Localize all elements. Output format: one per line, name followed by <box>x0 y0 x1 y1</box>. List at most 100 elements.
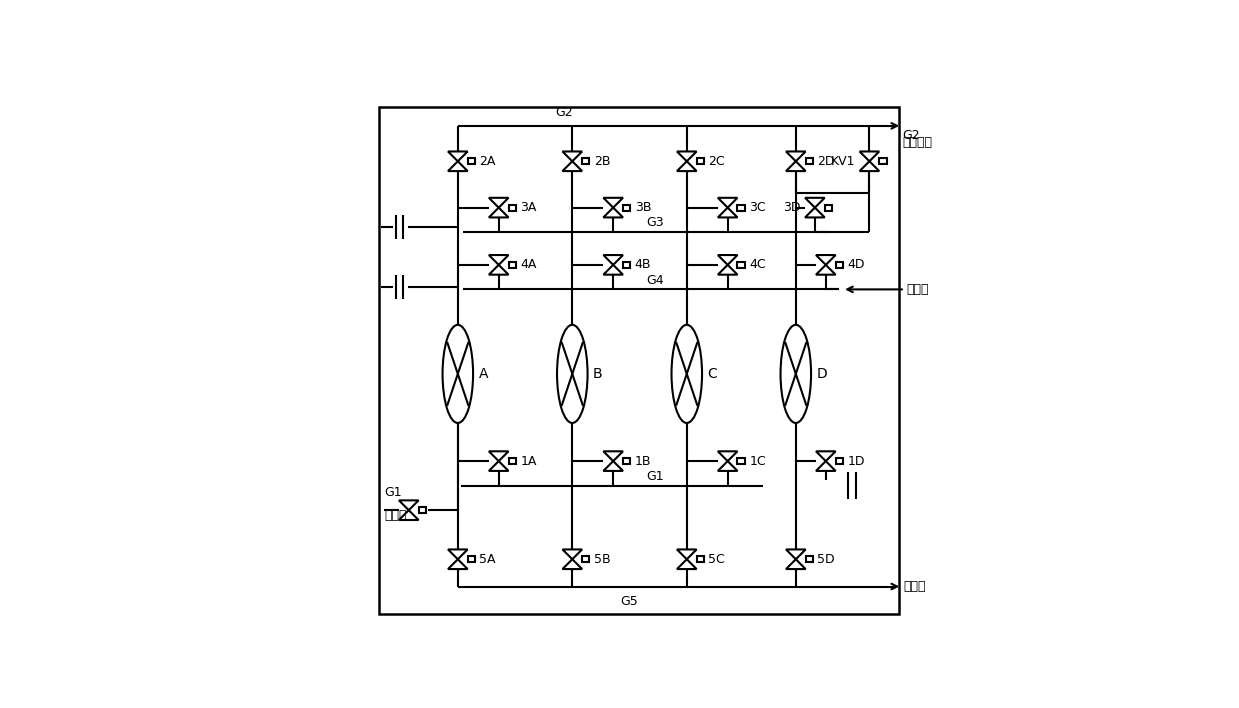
Polygon shape <box>449 559 467 569</box>
Text: 5B: 5B <box>593 553 611 566</box>
Bar <box>623 458 631 464</box>
Polygon shape <box>717 198 737 207</box>
Polygon shape <box>603 255 623 265</box>
Polygon shape <box>449 549 467 559</box>
Text: 4A: 4A <box>520 258 536 271</box>
Polygon shape <box>817 451 835 461</box>
Text: G4: G4 <box>646 274 664 287</box>
Polygon shape <box>449 152 467 161</box>
Bar <box>508 262 515 268</box>
Bar <box>582 159 590 164</box>
Text: 3C: 3C <box>750 201 766 214</box>
Polygon shape <box>676 559 696 569</box>
Bar <box>508 458 515 464</box>
Text: 5D: 5D <box>818 553 835 566</box>
Polygon shape <box>805 198 825 207</box>
Text: 原料气: 原料气 <box>384 508 406 522</box>
Text: 排出气: 排出气 <box>906 283 928 296</box>
Bar <box>880 159 887 164</box>
Bar <box>835 458 843 464</box>
Text: G2: G2 <box>555 106 572 120</box>
Text: 1D: 1D <box>847 455 865 467</box>
Polygon shape <box>489 461 508 471</box>
Polygon shape <box>489 265 508 275</box>
Polygon shape <box>603 461 623 471</box>
Polygon shape <box>563 549 582 559</box>
Polygon shape <box>786 559 805 569</box>
Text: G1: G1 <box>384 486 401 499</box>
Polygon shape <box>717 255 737 265</box>
Text: 2B: 2B <box>593 155 611 168</box>
Polygon shape <box>676 161 696 171</box>
Text: 3A: 3A <box>520 201 536 214</box>
Text: G5: G5 <box>621 595 638 607</box>
Polygon shape <box>489 207 508 217</box>
Text: 2D: 2D <box>818 155 835 168</box>
Polygon shape <box>676 152 696 161</box>
Polygon shape <box>603 265 623 275</box>
Polygon shape <box>563 559 582 569</box>
Polygon shape <box>563 152 582 161</box>
Polygon shape <box>860 152 880 161</box>
Text: 4C: 4C <box>750 258 766 271</box>
Ellipse shape <box>558 325 587 423</box>
Polygon shape <box>717 207 737 217</box>
Bar <box>696 159 704 164</box>
Text: 1B: 1B <box>634 455 652 467</box>
Text: 1C: 1C <box>750 455 766 467</box>
Ellipse shape <box>672 325 703 423</box>
Text: 1A: 1A <box>520 455 536 467</box>
Text: 3B: 3B <box>634 201 652 214</box>
Polygon shape <box>676 549 696 559</box>
Polygon shape <box>717 451 737 461</box>
Text: 解吸气: 解吸气 <box>903 580 927 593</box>
Polygon shape <box>399 501 419 510</box>
Bar <box>737 205 745 210</box>
Bar <box>582 556 590 562</box>
Bar <box>623 205 631 210</box>
Ellipse shape <box>442 325 473 423</box>
Polygon shape <box>603 198 623 207</box>
Text: 半成品气: 半成品气 <box>902 136 932 149</box>
Polygon shape <box>717 265 737 275</box>
Bar <box>805 556 813 562</box>
Polygon shape <box>817 265 835 275</box>
Ellipse shape <box>781 325 812 423</box>
Text: 2A: 2A <box>479 155 496 168</box>
Text: G3: G3 <box>646 217 664 229</box>
Text: G1: G1 <box>646 470 664 483</box>
Polygon shape <box>786 152 805 161</box>
Polygon shape <box>786 549 805 559</box>
Bar <box>467 556 475 562</box>
Bar <box>419 507 426 513</box>
Text: B: B <box>593 367 602 381</box>
Polygon shape <box>786 161 805 171</box>
Bar <box>835 262 843 268</box>
Bar <box>467 159 475 164</box>
Text: 5C: 5C <box>709 553 725 566</box>
Text: KV1: KV1 <box>830 155 855 168</box>
Polygon shape <box>489 198 508 207</box>
Polygon shape <box>860 161 880 171</box>
Bar <box>805 159 813 164</box>
Text: 2C: 2C <box>709 155 725 168</box>
Text: 4B: 4B <box>634 258 652 271</box>
Polygon shape <box>603 451 623 461</box>
Bar <box>623 262 631 268</box>
Text: A: A <box>478 367 488 381</box>
Polygon shape <box>603 207 623 217</box>
Polygon shape <box>805 207 825 217</box>
Bar <box>696 556 704 562</box>
Text: G2: G2 <box>902 129 919 142</box>
Polygon shape <box>817 255 835 265</box>
Polygon shape <box>717 461 737 471</box>
Polygon shape <box>489 451 508 461</box>
Polygon shape <box>449 161 467 171</box>
Polygon shape <box>489 255 508 265</box>
Bar <box>737 262 745 268</box>
Bar <box>508 205 515 210</box>
Polygon shape <box>817 461 835 471</box>
Polygon shape <box>563 161 582 171</box>
Polygon shape <box>399 510 419 520</box>
Text: C: C <box>707 367 717 381</box>
